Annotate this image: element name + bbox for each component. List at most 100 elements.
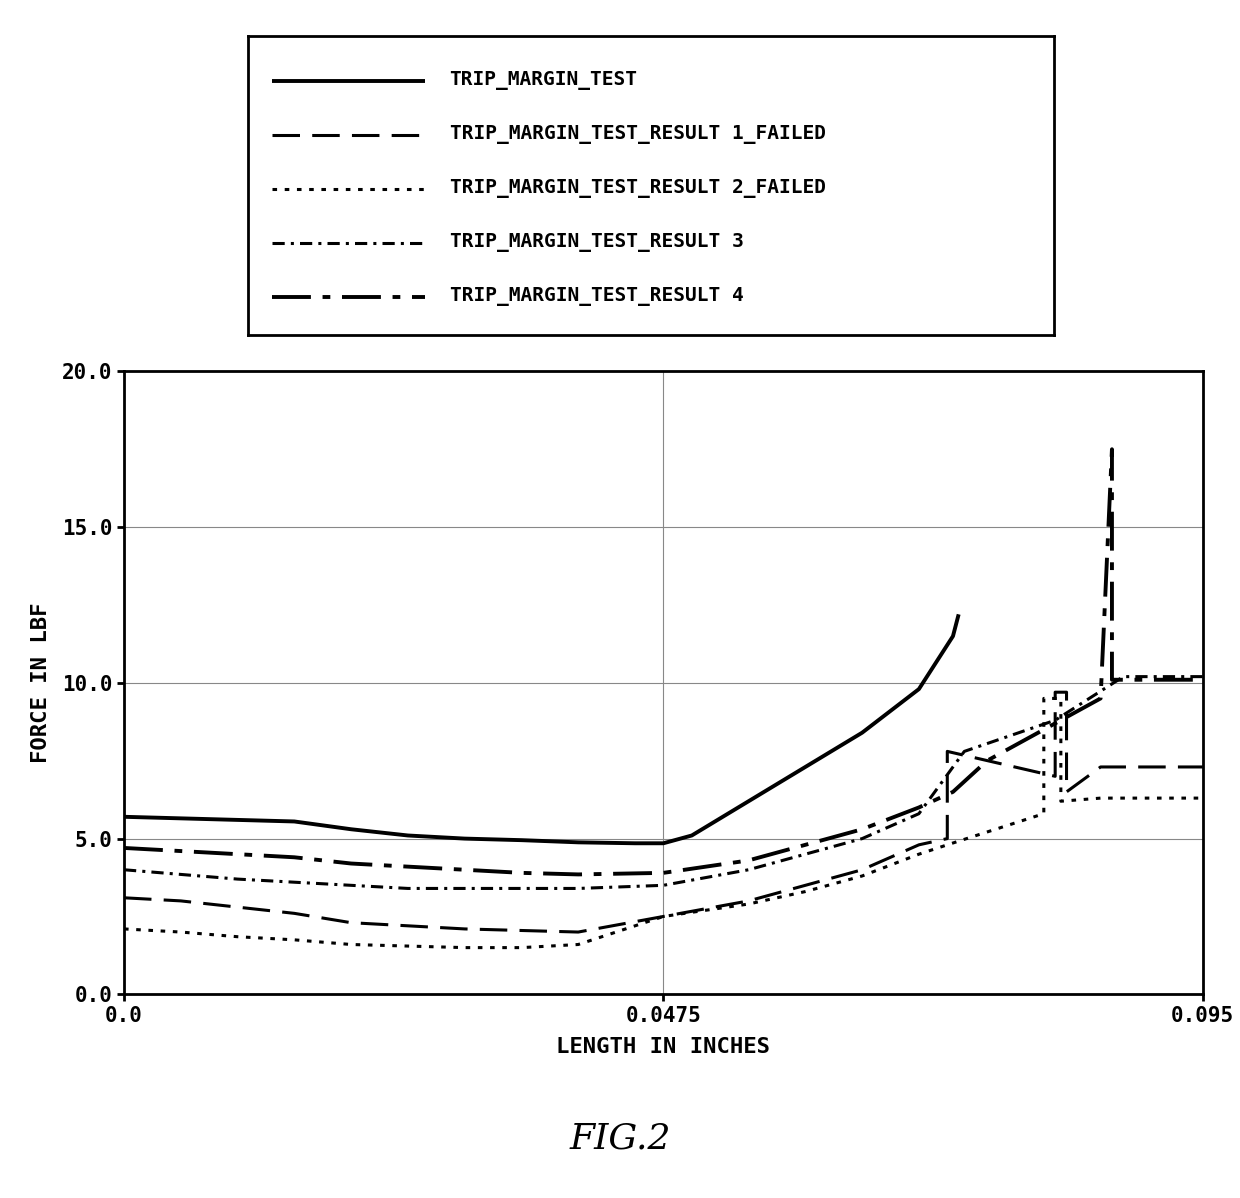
TRIP_MARGIN_TEST — [854, 726, 869, 740]
TRIP_MARGIN_TEST_RESULT 2_FAILED — [656, 909, 671, 924]
Y-axis label: FORCE IN LBF: FORCE IN LBF — [31, 603, 51, 763]
TRIP_MARGIN_TEST_RESULT 3 — [570, 882, 585, 896]
TRIP_MARGIN_TEST_RESULT 4 — [343, 857, 358, 871]
TRIP_MARGIN_TEST_RESULT 3 — [797, 847, 812, 861]
TRIP_MARGIN_TEST_RESULT 3 — [458, 882, 472, 896]
TRIP_MARGIN_TEST_RESULT 1_FAILED — [1048, 685, 1063, 700]
TRIP_MARGIN_TEST_RESULT 2_FAILED — [1094, 791, 1109, 805]
TRIP_MARGIN_TEST_RESULT 3 — [656, 878, 671, 893]
TRIP_MARGIN_TEST_RESULT 2_FAILED — [401, 939, 415, 954]
TRIP_MARGIN_TEST_RESULT 2_FAILED — [174, 925, 188, 939]
TRIP_MARGIN_TEST_RESULT 2_FAILED — [458, 940, 472, 955]
TRIP_MARGIN_TEST_RESULT 4 — [458, 863, 472, 877]
TRIP_MARGIN_TEST_RESULT 4 — [570, 867, 585, 882]
TRIP_MARGIN_TEST_RESULT 4 — [1094, 691, 1109, 706]
TRIP_MARGIN_TEST_RESULT 4 — [286, 851, 301, 865]
TRIP_MARGIN_TEST — [458, 831, 472, 846]
TRIP_MARGIN_TEST — [515, 833, 529, 847]
Line: TRIP_MARGIN_TEST_RESULT 3: TRIP_MARGIN_TEST_RESULT 3 — [124, 677, 1203, 889]
TRIP_MARGIN_TEST_RESULT 4 — [174, 843, 188, 858]
TRIP_MARGIN_TEST_RESULT 4 — [401, 859, 415, 873]
TRIP_MARGIN_TEST_RESULT 1_FAILED — [1059, 685, 1074, 700]
TRIP_MARGIN_TEST — [570, 835, 585, 849]
TRIP_MARGIN_TEST_RESULT 2_FAILED — [117, 921, 131, 936]
Text: TRIP_MARGIN_TEST_RESULT 1_FAILED: TRIP_MARGIN_TEST_RESULT 1_FAILED — [449, 126, 826, 144]
Text: TRIP_MARGIN_TEST_RESULT 4: TRIP_MARGIN_TEST_RESULT 4 — [449, 288, 743, 305]
TRIP_MARGIN_TEST — [343, 822, 358, 836]
Text: FIG.2: FIG.2 — [569, 1121, 671, 1155]
Line: TRIP_MARGIN_TEST_RESULT 4: TRIP_MARGIN_TEST_RESULT 4 — [124, 449, 1203, 875]
TRIP_MARGIN_TEST_RESULT 3 — [286, 875, 301, 889]
TRIP_MARGIN_TEST_RESULT 4 — [946, 785, 961, 799]
TRIP_MARGIN_TEST_RESULT 1_FAILED — [515, 924, 529, 938]
TRIP_MARGIN_TEST — [401, 828, 415, 842]
TRIP_MARGIN_TEST_RESULT 1_FAILED — [797, 878, 812, 893]
TRIP_MARGIN_TEST — [797, 760, 812, 774]
TRIP_MARGIN_TEST_RESULT 1_FAILED — [940, 831, 955, 846]
TRIP_MARGIN_TEST_RESULT 3 — [117, 863, 131, 877]
TRIP_MARGIN_TEST_RESULT 3 — [1048, 713, 1063, 727]
TRIP_MARGIN_TEST_RESULT 3 — [401, 882, 415, 896]
TRIP_MARGIN_TEST_RESULT 2_FAILED — [570, 937, 585, 951]
TRIP_MARGIN_TEST_RESULT 3 — [174, 867, 188, 882]
TRIP_MARGIN_TEST_RESULT 2_FAILED — [854, 869, 869, 883]
TRIP_MARGIN_TEST_RESULT 1_FAILED — [742, 894, 756, 908]
TRIP_MARGIN_TEST_RESULT 2_FAILED — [797, 884, 812, 898]
TRIP_MARGIN_TEST_RESULT 4 — [1195, 672, 1210, 686]
TRIP_MARGIN_TEST_RESULT 2_FAILED — [1037, 691, 1052, 706]
TRIP_MARGIN_TEST — [286, 815, 301, 829]
TRIP_MARGIN_TEST_RESULT 3 — [1081, 691, 1096, 706]
TRIP_MARGIN_TEST_RESULT 4 — [515, 866, 529, 881]
Line: TRIP_MARGIN_TEST_RESULT 1_FAILED: TRIP_MARGIN_TEST_RESULT 1_FAILED — [124, 692, 1203, 932]
TRIP_MARGIN_TEST_RESULT 2_FAILED — [286, 932, 301, 946]
TRIP_MARGIN_TEST — [946, 629, 961, 643]
TRIP_MARGIN_TEST_RESULT 2_FAILED — [1054, 691, 1069, 706]
TRIP_MARGIN_TEST_RESULT 4 — [656, 866, 671, 881]
TRIP_MARGIN_TEST_RESULT 2_FAILED — [1094, 791, 1109, 805]
TRIP_MARGIN_TEST_RESULT 2_FAILED — [1037, 806, 1052, 821]
TRIP_MARGIN_TEST — [174, 811, 188, 825]
TRIP_MARGIN_TEST_RESULT 1_FAILED — [570, 925, 585, 939]
TRIP_MARGIN_TEST_RESULT 2_FAILED — [343, 937, 358, 951]
Line: TRIP_MARGIN_TEST: TRIP_MARGIN_TEST — [124, 615, 959, 843]
TRIP_MARGIN_TEST_RESULT 2_FAILED — [742, 897, 756, 912]
Line: TRIP_MARGIN_TEST_RESULT 2_FAILED: TRIP_MARGIN_TEST_RESULT 2_FAILED — [124, 698, 1203, 948]
TRIP_MARGIN_TEST — [231, 812, 246, 827]
TRIP_MARGIN_TEST_RESULT 1_FAILED — [1195, 760, 1210, 774]
TRIP_MARGIN_TEST_RESULT 1_FAILED — [1094, 760, 1109, 774]
TRIP_MARGIN_TEST_RESULT 1_FAILED — [343, 915, 358, 930]
TRIP_MARGIN_TEST — [684, 828, 699, 842]
TRIP_MARGIN_TEST_RESULT 3 — [957, 744, 972, 758]
TRIP_MARGIN_TEST_RESULT 4 — [1105, 442, 1120, 456]
TRIP_MARGIN_TEST_RESULT 4 — [854, 822, 869, 836]
TRIP_MARGIN_TEST_RESULT 1_FAILED — [458, 921, 472, 936]
TRIP_MARGIN_TEST_RESULT 4 — [1105, 672, 1120, 686]
TRIP_MARGIN_TEST_RESULT 1_FAILED — [401, 919, 415, 933]
TRIP_MARGIN_TEST_RESULT 2_FAILED — [515, 940, 529, 955]
TRIP_MARGIN_TEST — [627, 836, 642, 851]
TRIP_MARGIN_TEST_RESULT 3 — [911, 806, 926, 821]
TRIP_MARGIN_TEST_RESULT 3 — [957, 744, 972, 758]
TRIP_MARGIN_TEST_RESULT 2_FAILED — [940, 837, 955, 852]
TRIP_MARGIN_TEST_RESULT 3 — [1116, 670, 1131, 684]
TRIP_MARGIN_TEST_RESULT 4 — [117, 841, 131, 855]
TRIP_MARGIN_TEST — [117, 810, 131, 824]
TRIP_MARGIN_TEST_RESULT 4 — [742, 853, 756, 867]
TRIP_MARGIN_TEST_RESULT 1_FAILED — [286, 906, 301, 920]
TRIP_MARGIN_TEST_RESULT 4 — [980, 754, 994, 768]
TRIP_MARGIN_TEST_RESULT 1_FAILED — [854, 863, 869, 877]
TRIP_MARGIN_TEST_RESULT 3 — [1195, 670, 1210, 684]
TRIP_MARGIN_TEST_RESULT 2_FAILED — [1054, 794, 1069, 809]
TRIP_MARGIN_TEST_RESULT 4 — [946, 785, 961, 799]
TRIP_MARGIN_TEST — [911, 682, 926, 696]
TRIP_MARGIN_TEST_RESULT 1_FAILED — [940, 744, 955, 758]
TRIP_MARGIN_TEST — [656, 836, 671, 851]
X-axis label: LENGTH IN INCHES: LENGTH IN INCHES — [557, 1037, 770, 1058]
TRIP_MARGIN_TEST_RESULT 3 — [854, 831, 869, 846]
TRIP_MARGIN_TEST_RESULT 2_FAILED — [1195, 791, 1210, 805]
TRIP_MARGIN_TEST_RESULT 4 — [231, 847, 246, 861]
TRIP_MARGIN_TEST_RESULT 2_FAILED — [911, 847, 926, 861]
TRIP_MARGIN_TEST — [951, 607, 966, 622]
TRIP_MARGIN_TEST_RESULT 3 — [343, 878, 358, 893]
TRIP_MARGIN_TEST_RESULT 1_FAILED — [911, 837, 926, 852]
